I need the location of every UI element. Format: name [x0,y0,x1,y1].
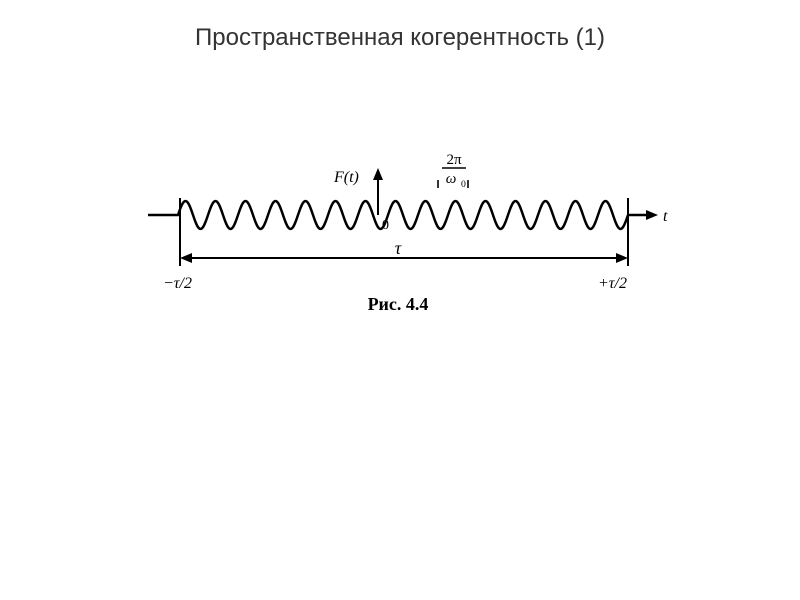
period-numerator: 2π [446,152,462,168]
x-axis-arrow [646,210,658,220]
coherence-figure: tF(t)02πω0τ−τ/2+τ/2Рис. 4.4 [98,150,698,330]
page-title: Пространственная когерентность (1) [0,24,800,52]
period-mark: . [630,203,634,219]
figure-caption: Рис. 4.4 [368,294,429,314]
wave-path [148,201,653,229]
slide: Пространственная когерентность (1) t F(t)… [0,0,800,600]
axis-origin-label: 0 [382,218,389,233]
axis-label-F: F(t) [333,169,359,186]
figure-svg: tF(t)02πω0τ−τ/2+τ/2Рис. 4.4 [98,150,698,330]
period-denominator: ω [446,171,457,187]
tau-right-label: +τ/2 [598,275,627,292]
y-axis-arrow [373,168,383,180]
tau-arrow-left [180,253,192,263]
tau-label: τ [395,238,402,258]
period-denom-sub: 0 [461,179,466,190]
tau-arrow-right [616,253,628,263]
tau-left-label: −τ/2 [163,275,192,292]
axis-label-t: t [663,208,668,225]
